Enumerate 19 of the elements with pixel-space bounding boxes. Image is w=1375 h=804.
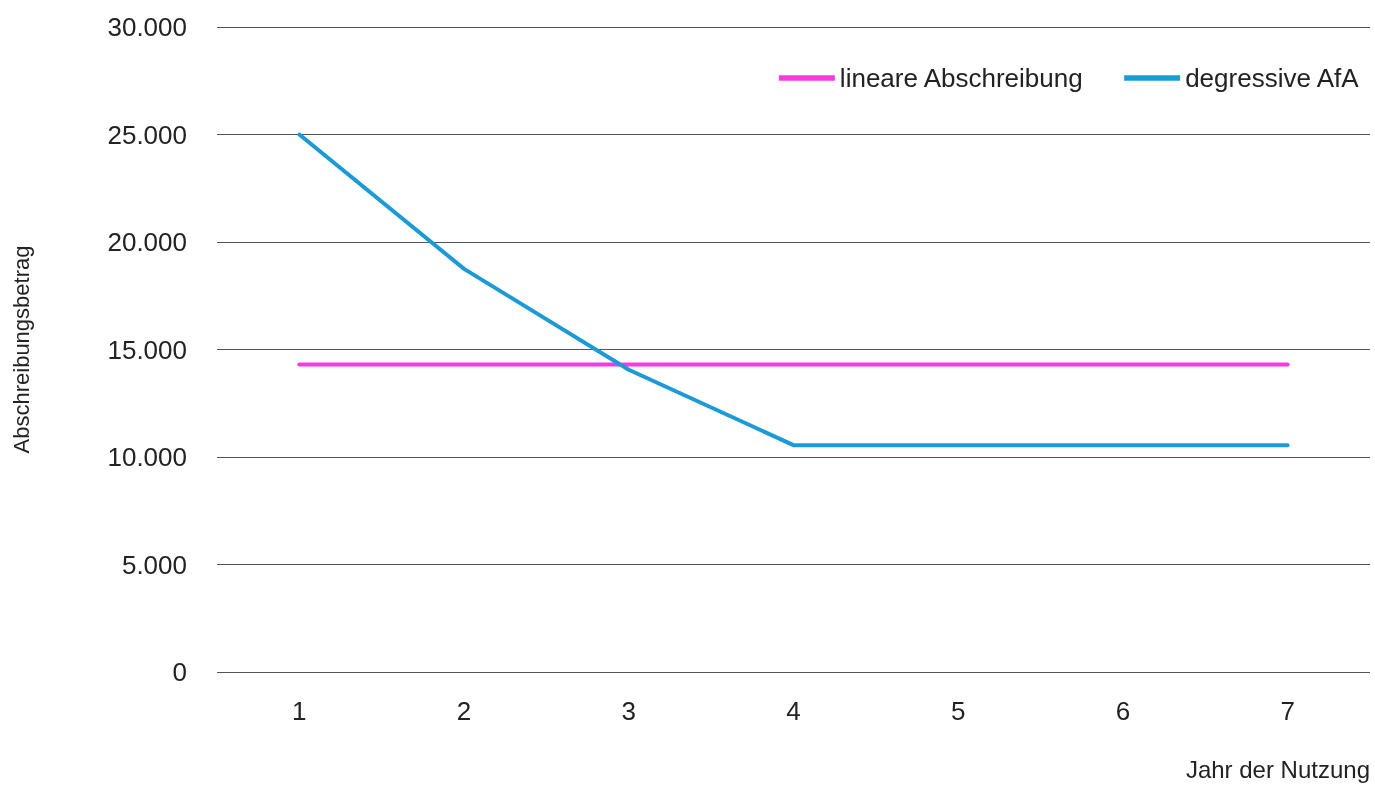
x-tick-label: 3 [621, 696, 637, 726]
line-series [297, 132, 1290, 448]
x-tick-label: 1 [292, 696, 307, 726]
legend-label: lineare Abschreibung [839, 63, 1083, 93]
y-tick-label: 0 [172, 657, 187, 687]
y-tick-label: 30.000 [107, 12, 187, 42]
y-axis-title: Abschreibungsbetrag [8, 245, 34, 454]
x-tick-label: 4 [786, 696, 801, 726]
y-tick-label: 5.000 [121, 549, 187, 580]
x-tick-label: 7 [1280, 696, 1295, 726]
x-tick-label: 2 [456, 696, 472, 726]
y-tick-label: 15.000 [107, 334, 187, 365]
y-tick-label: 10.000 [107, 442, 187, 472]
x-axis-title: Jahr der Nutzung [1185, 755, 1370, 783]
legend-label: degressive AfA [1185, 63, 1360, 93]
y-tick-label: 20.000 [107, 227, 187, 257]
y-tick-label: 25.000 [107, 119, 187, 150]
x-tick-label: 6 [1115, 696, 1131, 726]
x-tick-label: 5 [950, 696, 966, 726]
